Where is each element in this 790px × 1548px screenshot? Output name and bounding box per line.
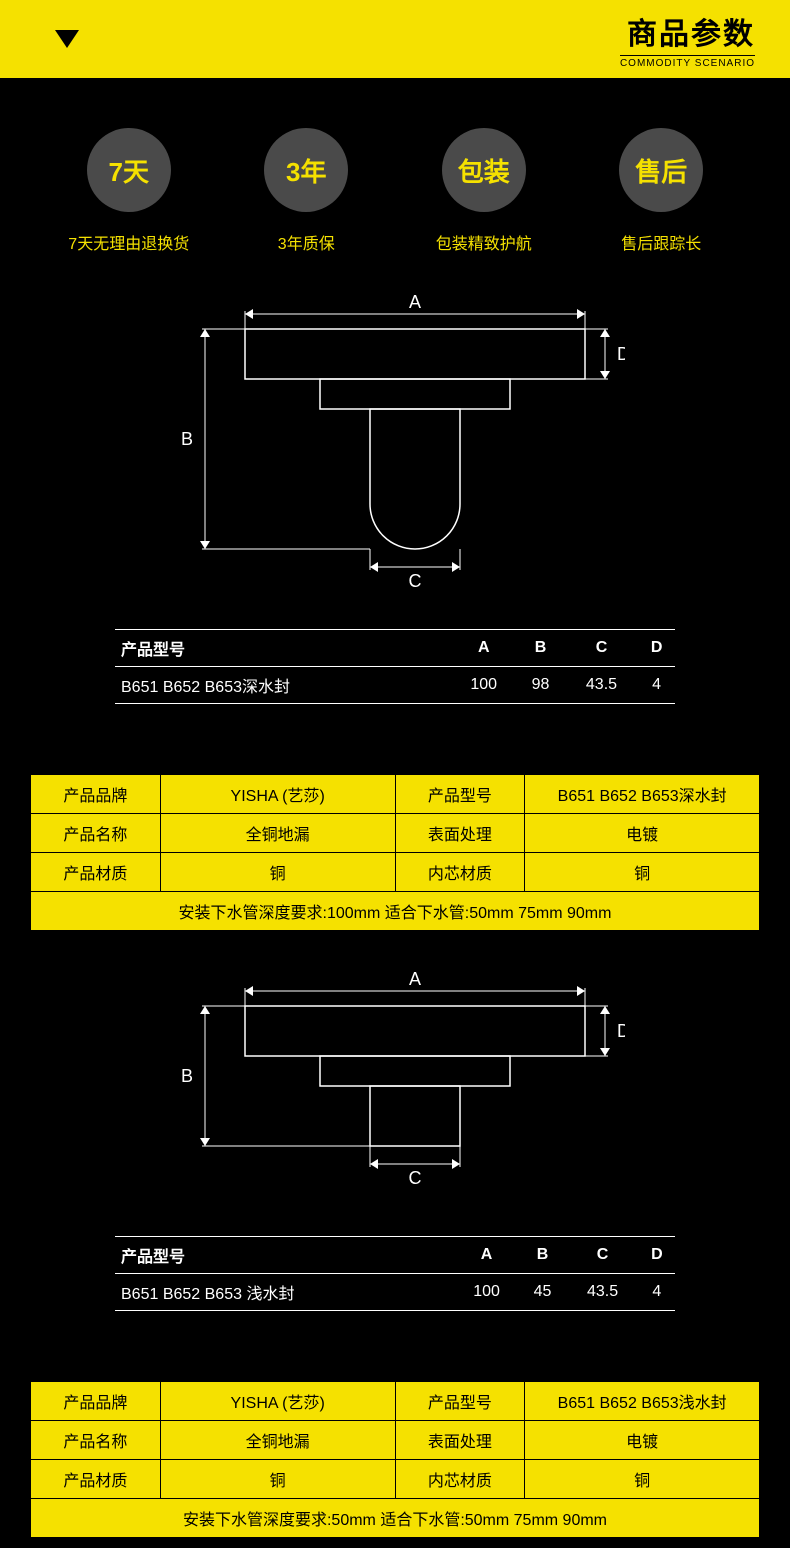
- spec-value: 铜: [525, 853, 760, 892]
- badge-circle: 3年: [264, 128, 348, 212]
- svg-text:A: A: [409, 971, 421, 989]
- table-row: 产品材质 铜 内芯材质 铜: [31, 1460, 760, 1499]
- svg-text:B: B: [181, 1066, 193, 1086]
- badge-circle-text: 7天: [109, 152, 149, 189]
- badge-circle-text: 包装: [458, 152, 510, 189]
- spec-value: B651 B652 B653浅水封: [525, 1382, 760, 1421]
- dropdown-triangle-icon: [55, 30, 79, 48]
- spec-value: YISHA (艺莎): [160, 775, 395, 814]
- dim-cell: 43.5: [566, 1274, 638, 1311]
- spec-value: B651 B652 B653深水封: [525, 775, 760, 814]
- dim-cell: B651 B652 B653深水封: [115, 667, 451, 704]
- badge-circle-text: 3年: [286, 152, 326, 189]
- badge-circle: 包装: [442, 128, 526, 212]
- diagram-section-1: ADBC 产品型号 A B C D B651 B652 B653深水封 100 …: [0, 284, 790, 724]
- table-row: 安装下水管深度要求:50mm 适合下水管:50mm 75mm 90mm: [31, 1499, 760, 1538]
- dim-header: B: [519, 1237, 567, 1274]
- table-row: 产品名称 全铜地漏 表面处理 电镀: [31, 814, 760, 853]
- diagram-1-svg: A D B C: [165, 294, 625, 604]
- diagram-1-wrap: A D B C: [70, 294, 720, 604]
- spec-label: 产品品牌: [31, 775, 161, 814]
- dim-header: D: [638, 630, 675, 667]
- dim-cell: 100: [454, 1274, 518, 1311]
- badge-packaging: 包装 包装精致护航: [404, 128, 564, 254]
- spec-table-2: 产品品牌 YISHA (艺莎) 产品型号 B651 B652 B653浅水封 产…: [30, 1381, 760, 1538]
- spec-label: 产品名称: [31, 814, 161, 853]
- spec-footer: 安装下水管深度要求:50mm 适合下水管:50mm 75mm 90mm: [31, 1499, 760, 1538]
- spec-value: YISHA (艺莎): [160, 1382, 395, 1421]
- spec-value: 铜: [160, 853, 395, 892]
- dim-cell: B651 B652 B653 浅水封: [115, 1274, 454, 1311]
- spec-value: 铜: [525, 1460, 760, 1499]
- spec-label: 产品材质: [31, 853, 161, 892]
- svg-text:D: D: [617, 344, 625, 364]
- spec-value: 铜: [160, 1460, 395, 1499]
- table-row: 产品材质 铜 内芯材质 铜: [31, 853, 760, 892]
- table-row: 产品品牌 YISHA (艺莎) 产品型号 B651 B652 B653深水封: [31, 775, 760, 814]
- svg-text:B: B: [181, 429, 193, 449]
- spec-value: 全铜地漏: [160, 1421, 395, 1460]
- badge-circle: 7天: [87, 128, 171, 212]
- dim-header: 产品型号: [115, 630, 451, 667]
- badge-aftersales: 售后 售后跟踪长: [581, 128, 741, 254]
- badge-caption: 包装精致护航: [436, 230, 532, 254]
- spec-label: 产品品牌: [31, 1382, 161, 1421]
- spec-label: 内芯材质: [395, 1460, 525, 1499]
- badge-return: 7天 7天无理由退换货: [49, 128, 209, 254]
- badge-caption: 7天无理由退换货: [68, 230, 189, 254]
- spec-table-1: 产品品牌 YISHA (艺莎) 产品型号 B651 B652 B653深水封 产…: [30, 774, 760, 931]
- dim-header: 产品型号: [115, 1237, 454, 1274]
- svg-text:C: C: [409, 1168, 422, 1188]
- dim-cell: 45: [519, 1274, 567, 1311]
- table-row: 产品品牌 YISHA (艺莎) 产品型号 B651 B652 B653浅水封: [31, 1382, 760, 1421]
- dim-cell: 98: [516, 667, 564, 704]
- spec-label: 产品名称: [31, 1421, 161, 1460]
- header-title-group: 商品参数 COMMODITY SCENARIO: [620, 9, 755, 69]
- spec-value: 电镀: [525, 1421, 760, 1460]
- spec-value: 全铜地漏: [160, 814, 395, 853]
- spec-value: 电镀: [525, 814, 760, 853]
- svg-text:D: D: [617, 1021, 625, 1041]
- spec-label: 产品型号: [395, 1382, 525, 1421]
- diagram-section-2: ADBC 产品型号 A B C D B651 B652 B653 浅水封 100…: [0, 941, 790, 1331]
- diagram-2-svg: A D B C: [165, 971, 625, 1211]
- dimension-table-2: 产品型号 A B C D B651 B652 B653 浅水封 100 45 4…: [115, 1236, 675, 1311]
- dim-cell: 43.5: [565, 667, 639, 704]
- badge-circle: 售后: [619, 128, 703, 212]
- dim-header: C: [566, 1237, 638, 1274]
- spec-label: 产品型号: [395, 775, 525, 814]
- dimension-table-1: 产品型号 A B C D B651 B652 B653深水封 100 98 43…: [115, 629, 675, 704]
- badge-warranty: 3年 3年质保: [226, 128, 386, 254]
- table-row: 安装下水管深度要求:100mm 适合下水管:50mm 75mm 90mm: [31, 892, 760, 931]
- spec-table-1-wrap: 产品品牌 YISHA (艺莎) 产品型号 B651 B652 B653深水封 产…: [0, 724, 790, 941]
- dim-header: A: [451, 630, 516, 667]
- spec-label: 表面处理: [395, 1421, 525, 1460]
- badges-row: 7天 7天无理由退换货 3年 3年质保 包装 包装精致护航 售后 售后跟踪长: [0, 78, 790, 284]
- svg-text:C: C: [409, 571, 422, 591]
- dim-header: C: [565, 630, 639, 667]
- spec-table-2-wrap: 产品品牌 YISHA (艺莎) 产品型号 B651 B652 B653浅水封 产…: [0, 1331, 790, 1548]
- dim-header: B: [516, 630, 564, 667]
- spec-label: 内芯材质: [395, 853, 525, 892]
- spec-footer: 安装下水管深度要求:100mm 适合下水管:50mm 75mm 90mm: [31, 892, 760, 931]
- spec-label: 表面处理: [395, 814, 525, 853]
- table-row: 产品名称 全铜地漏 表面处理 电镀: [31, 1421, 760, 1460]
- badge-circle-text: 售后: [635, 152, 687, 189]
- badge-caption: 售后跟踪长: [621, 230, 701, 254]
- header-bar: 商品参数 COMMODITY SCENARIO: [0, 0, 790, 78]
- badge-caption: 3年质保: [278, 230, 335, 254]
- dim-header: A: [454, 1237, 518, 1274]
- dim-cell: 100: [451, 667, 516, 704]
- spec-label: 产品材质: [31, 1460, 161, 1499]
- dim-cell: 4: [638, 667, 675, 704]
- header-title-cn: 商品参数: [620, 9, 755, 53]
- dim-cell: 4: [639, 1274, 675, 1311]
- header-title-en: COMMODITY SCENARIO: [620, 55, 755, 69]
- svg-text:A: A: [409, 294, 421, 312]
- diagram-2-wrap: A D B C: [70, 971, 720, 1211]
- dim-header: D: [639, 1237, 675, 1274]
